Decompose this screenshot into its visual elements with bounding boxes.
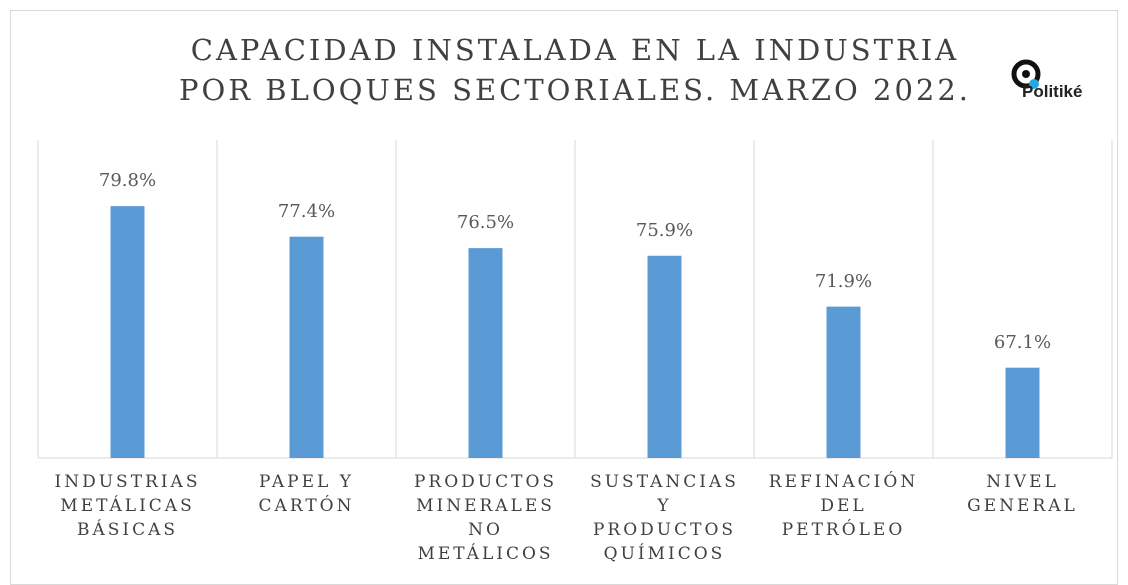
logo-text: Politiké [1022, 82, 1083, 101]
bar [468, 248, 503, 458]
bar [289, 236, 324, 458]
x-tick-label: REFINACIÓN DEL PETRÓLEO [768, 472, 919, 540]
bar [826, 306, 861, 458]
bar [110, 206, 145, 458]
bar [1005, 367, 1040, 458]
logo-icon [1011, 59, 1041, 89]
value-label: 71.9% [814, 270, 873, 292]
x-tick-label: PRODUCTOS MINERALES NO METÁLICOS [413, 472, 558, 564]
value-label: 77.4% [277, 200, 336, 222]
value-label: 67.1% [993, 331, 1052, 353]
x-tick-label: SUSTANCIAS Y PRODUCTOS QUÍMICOS [590, 472, 739, 564]
x-tick-label: INDUSTRIAS METÁLICAS BÁSICAS [54, 472, 201, 540]
value-label: 76.5% [456, 212, 515, 234]
x-tick-label: PAPEL Y CARTÓN [258, 472, 355, 516]
value-label: 75.9% [635, 219, 694, 241]
value-label: 79.8% [98, 170, 157, 192]
bar [647, 255, 682, 458]
chart-title: CAPACIDAD INSTALADA EN LA INDUSTRIA POR … [178, 33, 972, 107]
x-tick-label: NIVEL GENERAL [967, 472, 1078, 516]
logo: Politiké [996, 58, 1096, 118]
